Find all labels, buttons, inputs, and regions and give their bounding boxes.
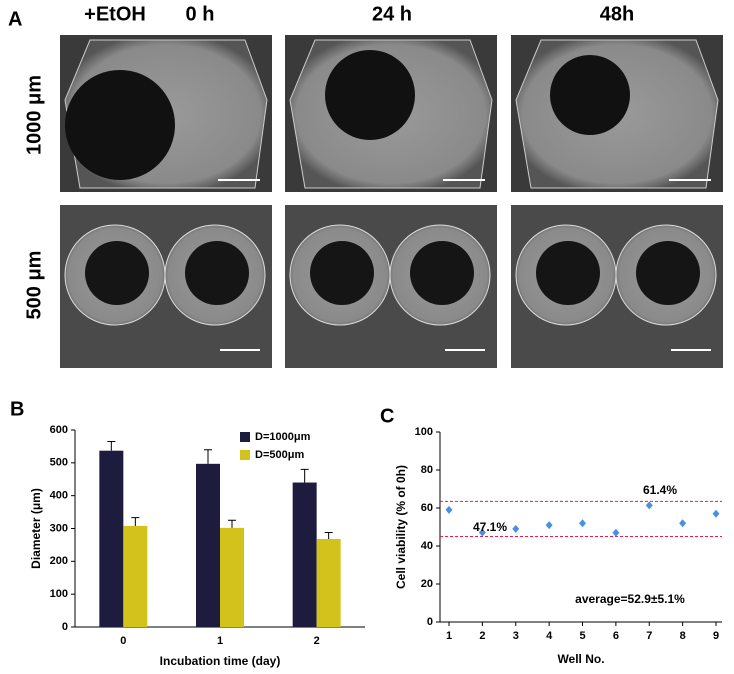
spheroid [410,241,474,305]
annotation: average=52.9±5.1% [575,592,685,606]
error-bar [324,531,333,540]
spheroid [325,50,415,140]
y-tick-label: 20 [421,578,433,590]
spheroid [550,55,630,135]
y-tick-label: 0 [62,621,68,633]
bar [220,527,244,627]
data-point [579,519,586,528]
x-tick-label: 5 [579,630,585,642]
y-tick-label: 600 [50,424,68,436]
error-bar [131,517,140,526]
error-bar [228,519,236,528]
data-point [512,524,520,533]
x-tick-label: 9 [713,630,719,642]
data-point [679,519,687,528]
y-tick-label: 0 [427,616,433,628]
panel-label: C [380,405,394,427]
x-tick-label: 4 [546,630,553,642]
spheroid [636,241,700,305]
x-tick-label: 3 [513,630,519,642]
error-bar [107,440,116,451]
bar [123,525,148,627]
y-tick-label: 300 [50,522,68,534]
spheroid [310,241,374,305]
x-tick-label: 2 [314,635,320,647]
spheroid [536,241,600,305]
y-tick-label: 400 [50,490,68,502]
micrographs [60,35,723,368]
y-axis-label: Cell viability (% of 0h) [394,465,408,589]
y-tick-label: 100 [415,426,433,438]
x-tick-label: 6 [613,630,619,642]
data-point [645,501,653,510]
x-axis-label: Incubation time (day) [160,654,281,668]
bar [99,450,124,627]
data-point [445,505,453,514]
bar [316,539,341,627]
annotation: 61.4% [643,483,677,497]
y-tick-label: 500 [50,457,68,469]
spheroid [185,241,249,305]
spheroid [85,241,149,305]
x-tick-label: 1 [446,630,452,642]
x-tick-label: 7 [646,630,652,642]
x-axis-label: Well No. [557,652,604,666]
column-header: 24 h [372,3,412,25]
y-tick-label: 100 [50,588,68,600]
bar [196,463,220,627]
y-tick-label: 80 [421,464,433,476]
x-tick-label: 8 [680,630,686,642]
annotation: 47.1% [473,520,507,534]
legend-label: D=1000μm [255,431,311,443]
x-tick-label: 0 [120,635,126,647]
column-header: 48h [600,3,634,25]
panel-label: B [10,398,24,420]
error-bar [204,449,212,464]
data-point [478,528,486,537]
x-tick-label: 1 [217,635,223,647]
x-tick-label: 2 [479,630,485,642]
data-point [545,521,553,530]
legend-swatch [240,450,250,460]
legend-swatch [240,432,250,442]
data-point [612,528,620,537]
legend-label: D=500μm [255,449,304,461]
column-header: 0 h [186,3,215,25]
bar [292,482,317,627]
panel-label: A [8,8,22,30]
y-tick-label: 40 [421,540,433,552]
column-header: +EtOH [84,3,146,25]
spheroid [65,70,175,180]
row-label: 500 μm [23,251,45,320]
row-label: 1000 μm [23,75,45,155]
y-axis-label: Diameter (μm) [29,488,43,569]
y-tick-label: 60 [421,502,433,514]
error-bar [300,468,309,483]
data-point [712,509,720,518]
y-tick-label: 200 [50,555,68,567]
